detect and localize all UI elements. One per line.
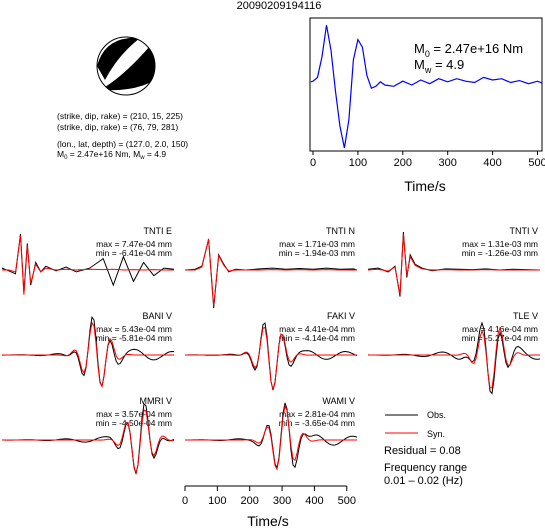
stf-tick-label: 400 [483, 157, 501, 169]
stf-tick-label: 500 [528, 157, 545, 169]
syn-trace [2, 409, 175, 476]
syn-trace [185, 238, 357, 307]
station-max: max = 2.81e-04 mm [279, 409, 355, 419]
waveform-tick-label: 400 [305, 495, 323, 507]
syn-trace [2, 235, 174, 295]
station-max: max = 3.57e-04 mm [96, 409, 172, 419]
stf-m0-text: M0 = 2.47e+16 Nm [414, 41, 523, 59]
station-min: min = -4.50e-04 mm [96, 418, 172, 428]
stf-plot: 0 100 200 300 400 500 [309, 17, 545, 169]
waveform-tick-label: 0 [182, 495, 188, 507]
station-min: min = -4.14e-04 mm [279, 333, 355, 343]
station-min: min = -3.65e-04 mm [279, 418, 355, 428]
station-max: max = 5.43e-04 mm [96, 324, 172, 334]
syn-trace [2, 321, 174, 388]
syn-trace [367, 233, 540, 295]
station-max: max = 7.47e-04 mm [96, 239, 172, 249]
station-min: min = -5.81e-04 mm [96, 333, 172, 343]
station-name: MMRI V [140, 396, 173, 406]
stf-xlabel: Time/s [404, 178, 445, 194]
station-min: min = -1.26e-03 mm [462, 248, 538, 258]
waveform-tick-label: 300 [273, 495, 291, 507]
station-min: min = -6.41e-04 mm [96, 248, 172, 258]
station-name: WAMI V [322, 396, 355, 406]
station-min: min = -5.27e-04 mm [462, 333, 538, 343]
syn-trace [185, 404, 357, 471]
syn-trace [185, 326, 357, 390]
station-min: min = -1.94e-03 mm [279, 248, 355, 258]
station-max: max = 1.71e-03 mm [279, 239, 355, 249]
stf-tick-label: 300 [439, 157, 457, 169]
waveform-x-axis: 0 100 200 300 400 500 [182, 485, 356, 507]
stf-tick-label: 0 [310, 157, 316, 169]
station-name: TNTI N [326, 226, 355, 236]
legend-obs-label: Obs. [427, 410, 446, 420]
station-max: max = 1.31e-03 mm [462, 239, 538, 249]
legend: Obs. Syn. Residual = 0.08 Frequency rang… [384, 410, 467, 487]
waveform-tick-label: 100 [208, 495, 226, 507]
residual-text: Residual = 0.08 [384, 445, 461, 457]
station-max: max = 4.41e-04 mm [279, 324, 355, 334]
stf-tick-label: 200 [394, 157, 412, 169]
plane2-text: (strike, dip, rake) = (76, 79, 281) [57, 122, 178, 132]
station-name: TNTI V [510, 226, 539, 236]
location-text: (lon., lat, depth) = (127.0, 2.0, 150) [57, 139, 188, 149]
moment-text: M0 = 2.47e+16 Nm, Mw = 4.9 [57, 149, 166, 161]
legend-syn-label: Syn. [427, 429, 445, 439]
plane1-text: (strike, dip, rake) = (210, 15, 225) [57, 111, 183, 121]
station-name: BANI V [142, 311, 172, 321]
beachball-icon [96, 36, 156, 96]
stf-line [310, 25, 543, 149]
stf-frame [309, 17, 543, 152]
freq-title: Frequency range [384, 462, 467, 474]
stf-mw-text: Mw = 4.9 [414, 57, 464, 75]
waveform-tick-label: 500 [338, 495, 356, 507]
figure-title: 20090209194116 [237, 0, 322, 12]
waveform-xlabel: Time/s [247, 513, 288, 529]
station-name: TLE V [513, 311, 538, 321]
stf-tick-label: 100 [349, 157, 367, 169]
station-name: TNTI E [144, 226, 173, 236]
freq-value: 0.01 – 0.02 (Hz) [384, 475, 463, 487]
station-name: FAKI V [327, 311, 355, 321]
syn-trace [368, 326, 540, 389]
waveform-tick-label: 200 [241, 495, 259, 507]
